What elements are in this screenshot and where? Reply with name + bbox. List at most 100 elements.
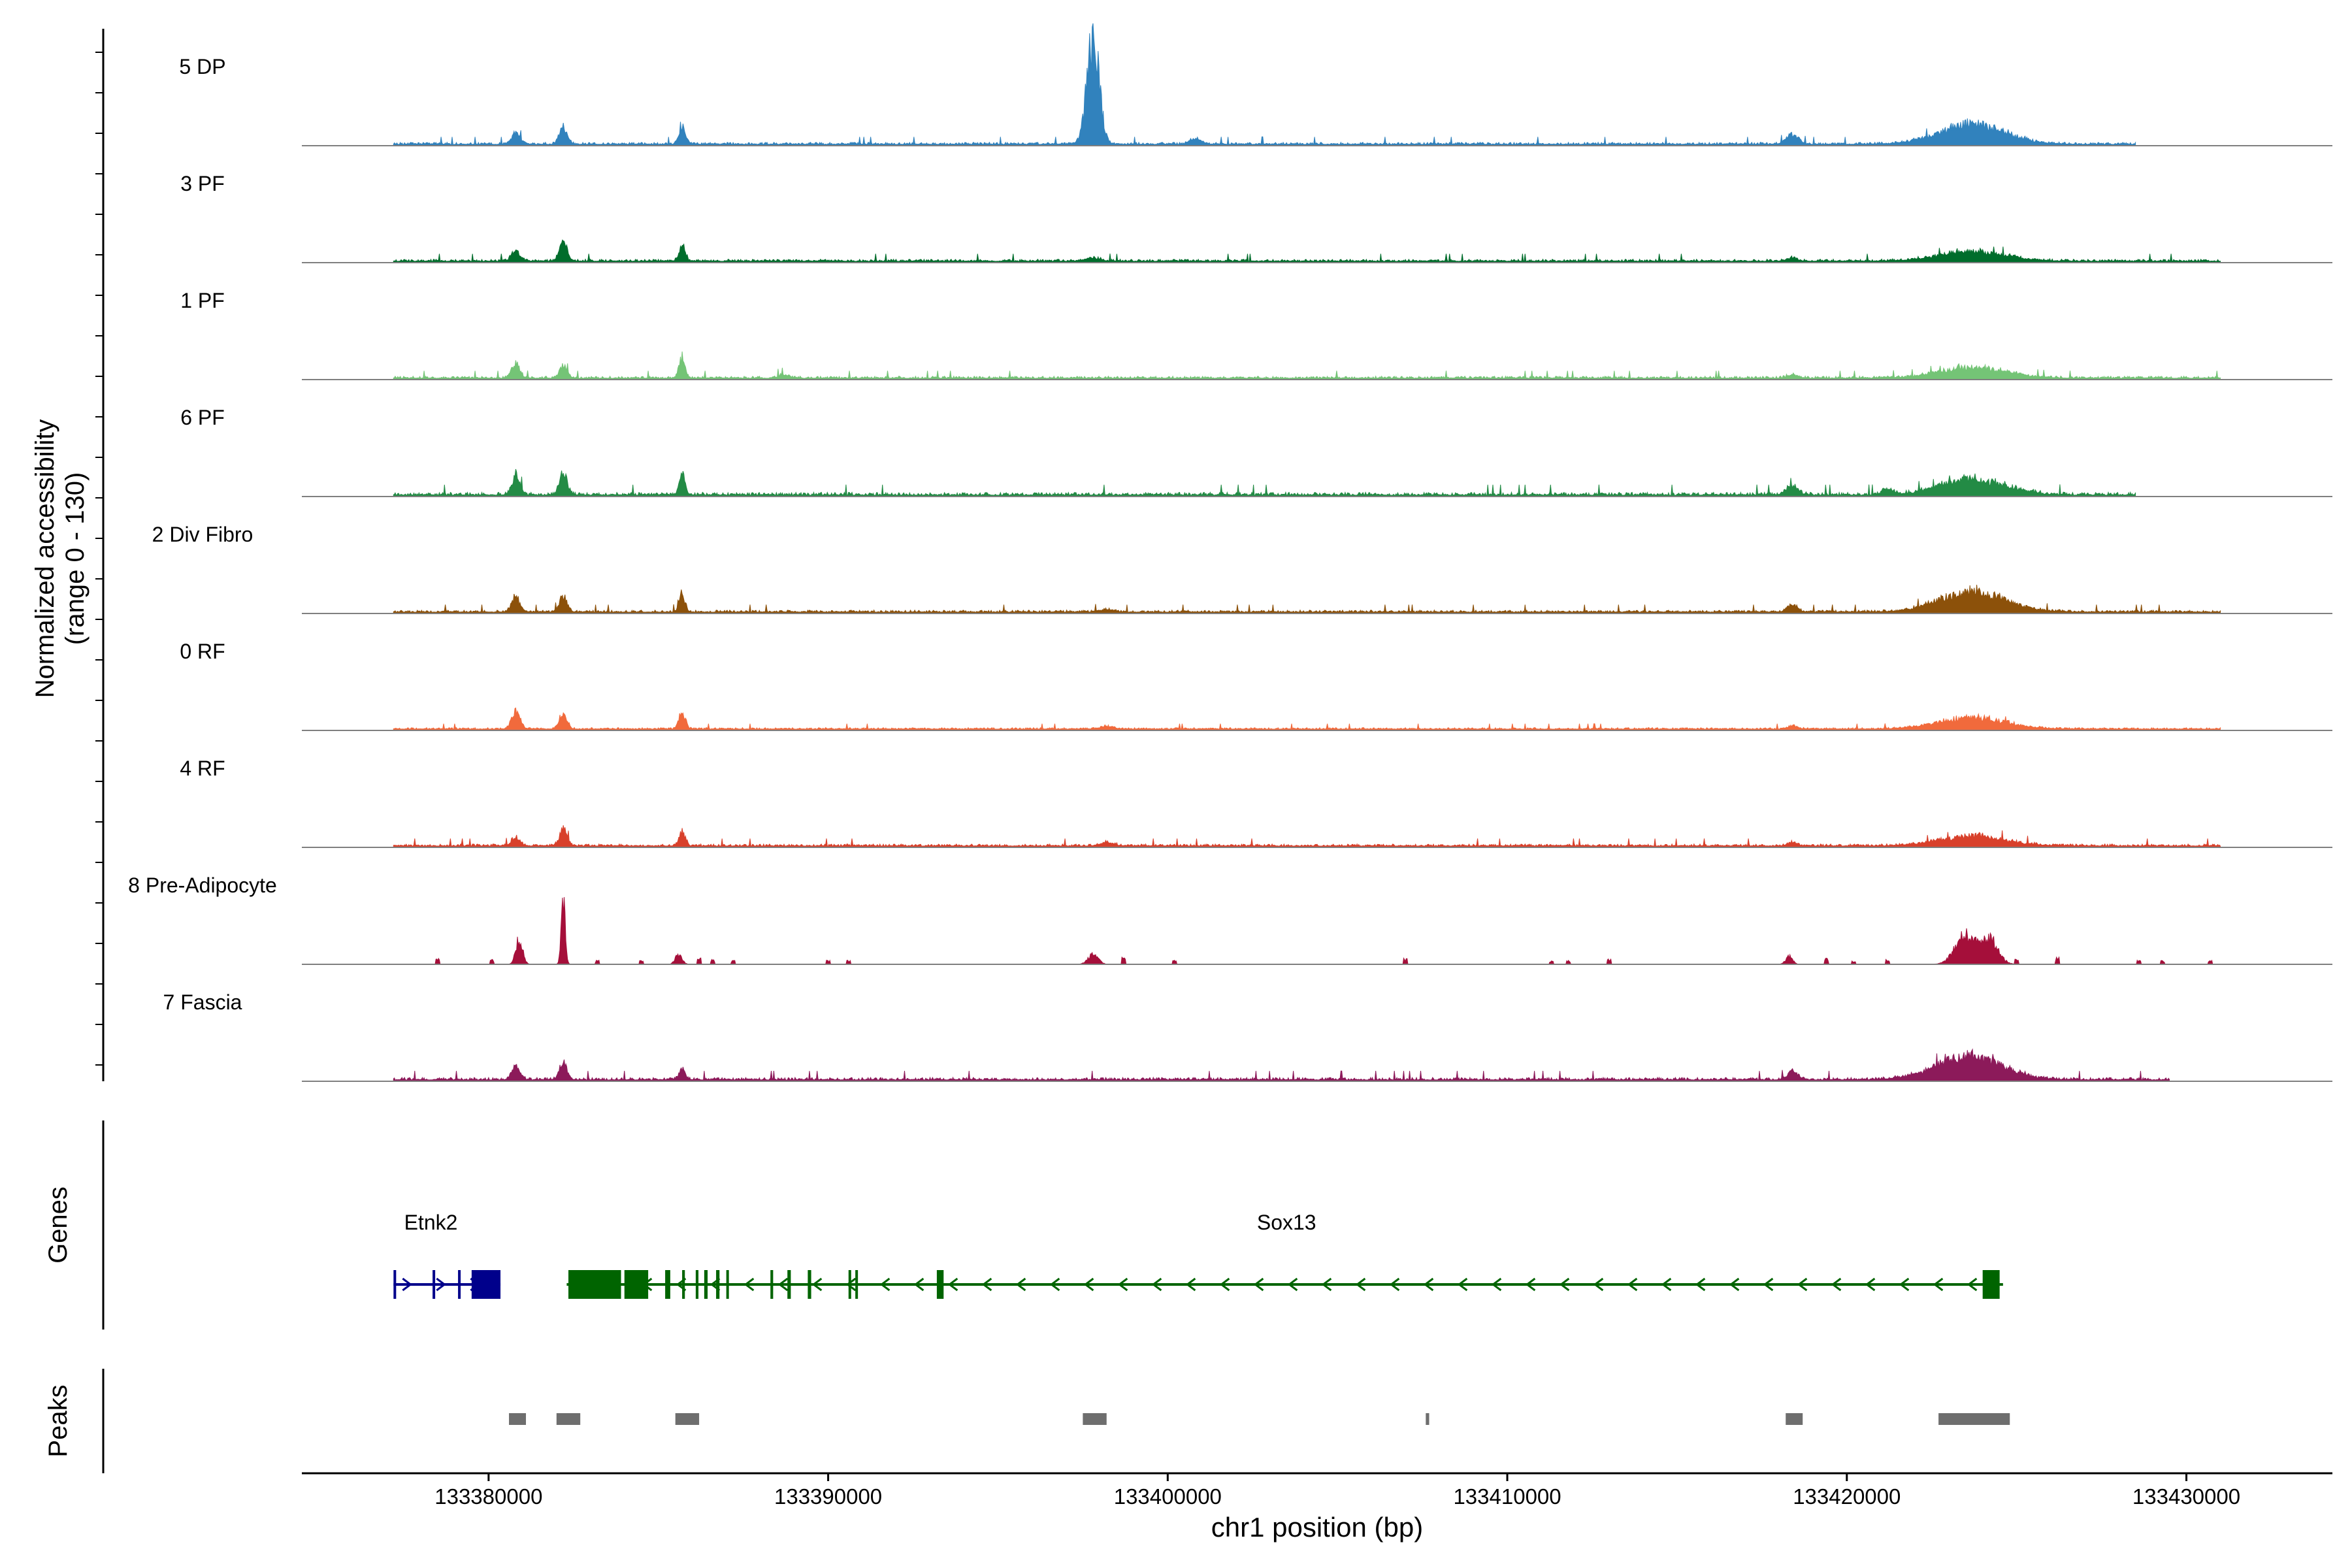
- coverage-area: [393, 897, 2221, 965]
- coverage-area: [393, 584, 2221, 614]
- exon: [624, 1270, 649, 1299]
- coverage-area: [393, 239, 2221, 263]
- strand-arrow: [402, 1277, 412, 1292]
- x-tick-label: 133410000: [1453, 1484, 1561, 1509]
- strand-arrow: [947, 1277, 958, 1292]
- gene-sox13: Sox13: [566, 1211, 2003, 1299]
- strand-arrow: [1151, 1277, 1162, 1292]
- y-axis-title-main: Normalized accessibility: [31, 419, 59, 698]
- peak-region: [1083, 1413, 1107, 1425]
- track-5-dp: 5 DP: [179, 23, 2332, 146]
- track-label: 4 RF: [180, 757, 225, 780]
- strand-arrow: [845, 1277, 857, 1292]
- exon: [770, 1270, 774, 1299]
- strand-arrow: [1797, 1277, 1808, 1292]
- strand-arrow: [1117, 1277, 1128, 1292]
- exon: [665, 1270, 670, 1299]
- exon: [433, 1270, 436, 1299]
- track-label: 7 Fascia: [163, 990, 242, 1014]
- strand-arrow: [1287, 1277, 1298, 1292]
- strand-arrow: [436, 1277, 446, 1292]
- exon: [1982, 1270, 2000, 1299]
- strand-arrow: [879, 1277, 890, 1292]
- strand-arrow: [1049, 1277, 1060, 1292]
- exon: [726, 1270, 729, 1299]
- exon: [808, 1270, 811, 1299]
- exon: [855, 1270, 858, 1299]
- strand-arrow: [1457, 1277, 1468, 1292]
- track-label: 0 RF: [180, 640, 225, 663]
- coverage-area: [393, 23, 2136, 146]
- coverage-area: [393, 351, 2221, 380]
- exon: [471, 1270, 501, 1299]
- track-7-fascia: 7 Fascia: [163, 990, 2332, 1082]
- track-3-pf: 3 PF: [180, 172, 2332, 263]
- coverage-area: [393, 825, 2221, 848]
- track-8-pre-adipocyte: 8 Pre-Adipocyte: [128, 874, 2332, 965]
- x-axis-title: chr1 position (bp): [1211, 1512, 1424, 1543]
- track-label: 2 Div Fibro: [152, 523, 253, 546]
- track-label: 8 Pre-Adipocyte: [128, 874, 277, 897]
- peak-region: [1938, 1413, 2010, 1425]
- strand-arrow: [1015, 1277, 1026, 1292]
- strand-arrow: [1185, 1277, 1196, 1292]
- strand-arrow: [1695, 1277, 1706, 1292]
- strand-arrow: [1899, 1277, 1910, 1292]
- exon: [393, 1270, 397, 1299]
- track-label: 3 PF: [180, 172, 225, 195]
- strand-arrow: [1559, 1277, 1570, 1292]
- strand-arrow: [1865, 1277, 1876, 1292]
- strand-arrow: [811, 1277, 823, 1292]
- track-label: 5 DP: [179, 55, 225, 78]
- exon: [716, 1270, 720, 1299]
- coverage-area: [393, 1048, 2170, 1082]
- peak-region: [1786, 1413, 1803, 1425]
- y-axis-title: Normalized accessibility (range 0 - 130): [31, 419, 90, 698]
- track-0-rf: 0 RF: [180, 640, 2332, 731]
- gene-annotation-panel: Etnk2 Sox13: [393, 1211, 2003, 1299]
- x-tick-label: 133400000: [1114, 1484, 1222, 1509]
- strand-arrow: [1525, 1277, 1536, 1292]
- coverage-tracks: 5 DP 3 PF 1 PF 6 PF 2 Div Fibro 0 RF 4 RF 8 Pre…: [128, 23, 2332, 1082]
- strand-arrow: [1593, 1277, 1604, 1292]
- x-tick-label: 133420000: [1793, 1484, 1901, 1509]
- exon: [848, 1270, 851, 1299]
- strand-arrow: [1763, 1277, 1774, 1292]
- strand-arrow: [1933, 1277, 1944, 1292]
- strand-arrow: [1967, 1277, 1978, 1292]
- strand-arrow: [1491, 1277, 1502, 1292]
- strand-arrow: [981, 1277, 992, 1292]
- strand-arrow: [1253, 1277, 1264, 1292]
- exon: [682, 1270, 685, 1299]
- strand-arrow: [1389, 1277, 1400, 1292]
- strand-arrow: [1661, 1277, 1672, 1292]
- gene-label: Sox13: [1257, 1211, 1316, 1234]
- gene-label: Etnk2: [404, 1211, 458, 1234]
- strand-arrow: [1831, 1277, 1842, 1292]
- x-tick-label: 133380000: [434, 1484, 542, 1509]
- peak-region: [556, 1413, 581, 1425]
- x-tick-label: 133390000: [774, 1484, 882, 1509]
- exon: [704, 1270, 708, 1299]
- genes-panel-title: Genes: [44, 1186, 73, 1264]
- exon: [695, 1270, 699, 1299]
- peaks-panel: [509, 1413, 2010, 1425]
- peak-region: [1426, 1413, 1429, 1425]
- exon: [568, 1270, 621, 1299]
- track-1-pf: 1 PF: [180, 289, 2332, 380]
- track-label: 6 PF: [180, 406, 225, 429]
- exon: [936, 1270, 944, 1299]
- coverage-y-ticks: [95, 52, 103, 1066]
- track-2-div-fibro: 2 Div Fibro: [152, 523, 2332, 614]
- peak-region: [509, 1413, 527, 1425]
- x-axis-ticks: 133380000 133390000 133400000 133410000 1334…: [434, 1473, 2240, 1509]
- gene-etnk2: Etnk2: [393, 1211, 501, 1299]
- strand-arrow: [1355, 1277, 1366, 1292]
- exon: [458, 1270, 461, 1299]
- strand-arrow: [1729, 1277, 1740, 1292]
- strand-arrow: [1627, 1277, 1638, 1292]
- strand-arrow: [1219, 1277, 1230, 1292]
- strand-arrow: [777, 1277, 789, 1292]
- x-tick-label: 133430000: [2132, 1484, 2240, 1509]
- strand-arrow: [1423, 1277, 1434, 1292]
